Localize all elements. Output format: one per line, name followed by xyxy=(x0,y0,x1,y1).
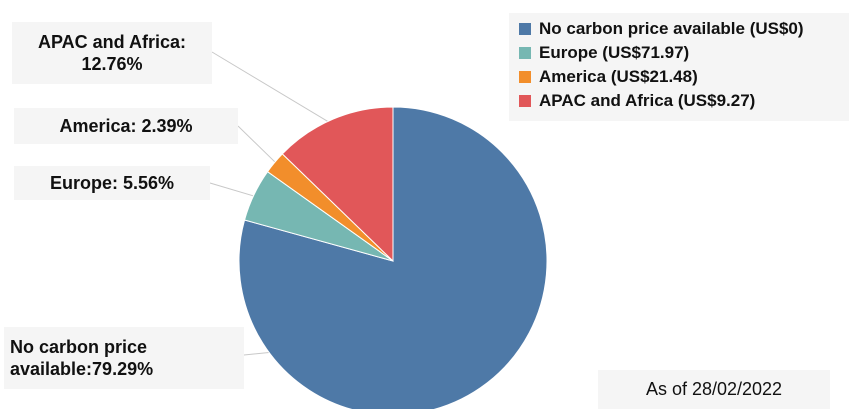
data-label-america: America: 2.39% xyxy=(14,108,238,144)
legend-item-no-carbon: No carbon price available (US$0) xyxy=(519,17,839,41)
legend-item-europe: Europe (US$71.97) xyxy=(519,41,839,65)
legend-label: No carbon price available (US$0) xyxy=(539,19,804,39)
legend-label: APAC and Africa (US$9.27) xyxy=(539,91,755,111)
data-label-apac-africa: APAC and Africa: 12.76% xyxy=(12,22,212,84)
legend: No carbon price available (US$0) Europe … xyxy=(509,13,849,121)
legend-item-apac-africa: APAC and Africa (US$9.27) xyxy=(519,89,839,113)
pie-slices xyxy=(239,107,547,409)
footnote-date: As of 28/02/2022 xyxy=(598,370,830,409)
legend-swatch xyxy=(519,95,531,107)
leader-line-america xyxy=(238,126,281,167)
legend-swatch xyxy=(519,47,531,59)
legend-label: America (US$21.48) xyxy=(539,67,698,87)
data-label-no-carbon: No carbon price available:79.29% xyxy=(4,327,244,389)
legend-label: Europe (US$71.97) xyxy=(539,43,689,63)
data-label-europe: Europe: 5.56% xyxy=(14,166,210,200)
legend-swatch xyxy=(519,23,531,35)
legend-swatch xyxy=(519,71,531,83)
legend-item-america: America (US$21.48) xyxy=(519,65,839,89)
